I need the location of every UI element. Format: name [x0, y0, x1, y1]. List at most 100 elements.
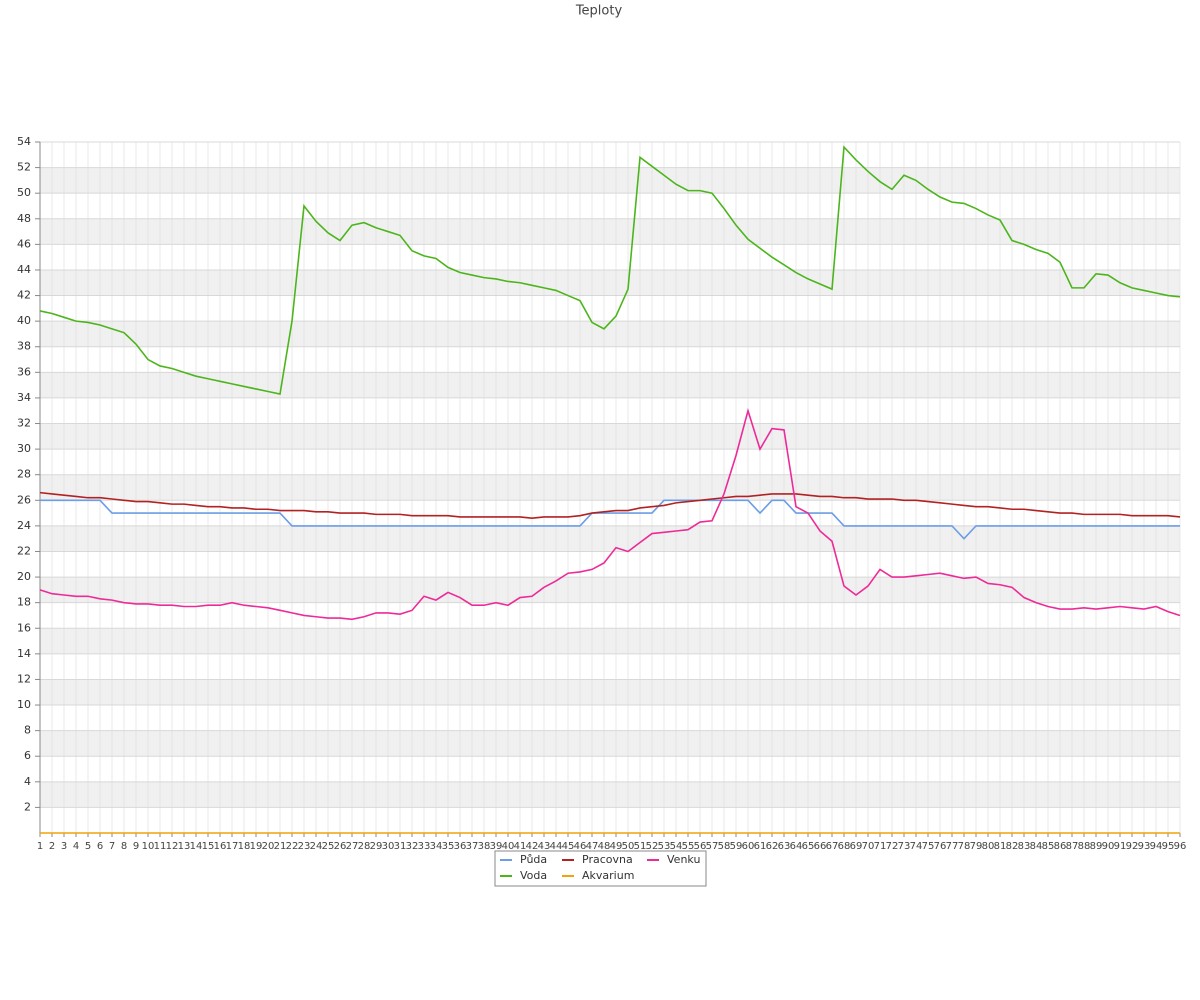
- x-tick-label: 84: [1030, 841, 1043, 852]
- grid-band: [40, 321, 1180, 347]
- x-tick-label: 52: [646, 841, 659, 852]
- x-tick-label: 88: [1078, 841, 1091, 852]
- x-tick-label: 70: [862, 841, 875, 852]
- x-tick-label: 2: [49, 841, 55, 852]
- x-tick-label: 58: [718, 841, 731, 852]
- x-tick-label: 36: [454, 841, 467, 852]
- y-tick-label: 10: [17, 698, 31, 711]
- y-tick-label: 44: [17, 263, 31, 276]
- x-tick-label: 10: [142, 841, 155, 852]
- x-tick-label: 77: [946, 841, 959, 852]
- x-tick-label: 55: [682, 841, 695, 852]
- x-tick-label: 46: [574, 841, 587, 852]
- grid-band: [40, 423, 1180, 450]
- x-tick-label: 65: [802, 841, 815, 852]
- x-tick-label: 86: [1054, 841, 1067, 852]
- x-tick-label: 5: [85, 841, 91, 852]
- x-tick-label: 28: [358, 841, 371, 852]
- x-tick-label: 76: [934, 841, 947, 852]
- y-tick-label: 20: [17, 570, 31, 583]
- grid-band: [40, 679, 1180, 706]
- y-tick-label: 34: [17, 391, 31, 404]
- y-tick-label: 6: [24, 749, 31, 762]
- legend-label: Akvarium: [582, 869, 634, 882]
- x-tick-label: 95: [1162, 841, 1175, 852]
- x-tick-label: 57: [706, 841, 719, 852]
- y-tick-label: 50: [17, 186, 31, 199]
- x-tick-label: 44: [550, 841, 563, 852]
- x-tick-label: 40: [502, 841, 515, 852]
- x-tick-label: 67: [826, 841, 839, 852]
- x-tick-label: 22: [286, 841, 299, 852]
- x-tick-label: 18: [238, 841, 251, 852]
- x-tick-label: 49: [610, 841, 623, 852]
- x-tick-label: 81: [994, 841, 1007, 852]
- x-tick-label: 37: [466, 841, 479, 852]
- legend-label: Půda: [520, 853, 547, 866]
- y-tick-label: 16: [17, 621, 31, 634]
- y-tick-label: 48: [17, 212, 31, 225]
- x-tick-label: 82: [1006, 841, 1019, 852]
- x-tick-label: 15: [202, 841, 215, 852]
- grid-band: [40, 372, 1180, 398]
- x-tick-label: 16: [214, 841, 227, 852]
- x-tick-label: 71: [874, 841, 887, 852]
- x-tick-label: 96: [1174, 841, 1187, 852]
- x-tick-label: 12: [166, 841, 179, 852]
- x-tick-label: 53: [658, 841, 671, 852]
- x-tick-label: 91: [1114, 841, 1127, 852]
- legend-label: Venku: [667, 853, 700, 866]
- y-tick-label: 38: [17, 340, 31, 353]
- legend-label: Pracovna: [582, 853, 633, 866]
- x-tick-label: 14: [190, 841, 203, 852]
- x-tick-label: 24: [310, 841, 323, 852]
- grid-band: [40, 218, 1180, 245]
- x-tick-label: 56: [694, 841, 707, 852]
- x-tick-label: 17: [226, 841, 239, 852]
- x-tick-label: 42: [526, 841, 539, 852]
- x-tick-label: 50: [622, 841, 635, 852]
- x-tick-label: 93: [1138, 841, 1151, 852]
- y-tick-label: 32: [17, 417, 31, 430]
- x-tick-label: 35: [442, 841, 455, 852]
- grid-band: [40, 269, 1180, 296]
- x-tick-label: 32: [406, 841, 419, 852]
- x-tick-label: 8: [121, 841, 127, 852]
- x-tick-label: 59: [730, 841, 743, 852]
- x-tick-label: 13: [178, 841, 191, 852]
- x-tick-label: 64: [790, 841, 803, 852]
- y-tick-label: 12: [17, 672, 31, 685]
- y-tick-label: 2: [24, 800, 31, 813]
- x-tick-label: 79: [970, 841, 983, 852]
- y-tick-label: 14: [17, 647, 31, 660]
- x-tick-label: 25: [322, 841, 335, 852]
- grid-band: [40, 781, 1180, 808]
- y-tick-label: 24: [17, 519, 31, 532]
- series-line: [39, 491, 1181, 520]
- x-tick-label: 89: [1090, 841, 1103, 852]
- x-tick-label: 7: [109, 841, 115, 852]
- y-tick-label: 46: [17, 237, 31, 250]
- x-tick-label: 51: [634, 841, 647, 852]
- legend-box: [494, 850, 707, 887]
- grid-band: [40, 628, 1180, 654]
- y-tick-label: 22: [17, 544, 31, 557]
- chart-title: Teploty: [575, 4, 623, 19]
- x-tick-label: 45: [562, 841, 575, 852]
- x-tick-label: 85: [1042, 841, 1055, 852]
- grid-band: [40, 525, 1180, 552]
- y-tick-label: 8: [24, 724, 31, 737]
- x-tick-label: 4: [73, 841, 79, 852]
- y-tick-label: 18: [17, 596, 31, 609]
- y-tick-label: 54: [17, 135, 31, 148]
- x-tick-label: 62: [766, 841, 779, 852]
- x-tick-label: 61: [754, 841, 767, 852]
- x-tick-label: 38: [478, 841, 491, 852]
- grid-band: [40, 167, 1180, 194]
- x-tick-label: 43: [538, 841, 551, 852]
- y-tick-label: 4: [24, 775, 31, 788]
- x-tick-label: 66: [814, 841, 827, 852]
- series-line: [40, 499, 1180, 540]
- x-tick-label: 6: [97, 841, 103, 852]
